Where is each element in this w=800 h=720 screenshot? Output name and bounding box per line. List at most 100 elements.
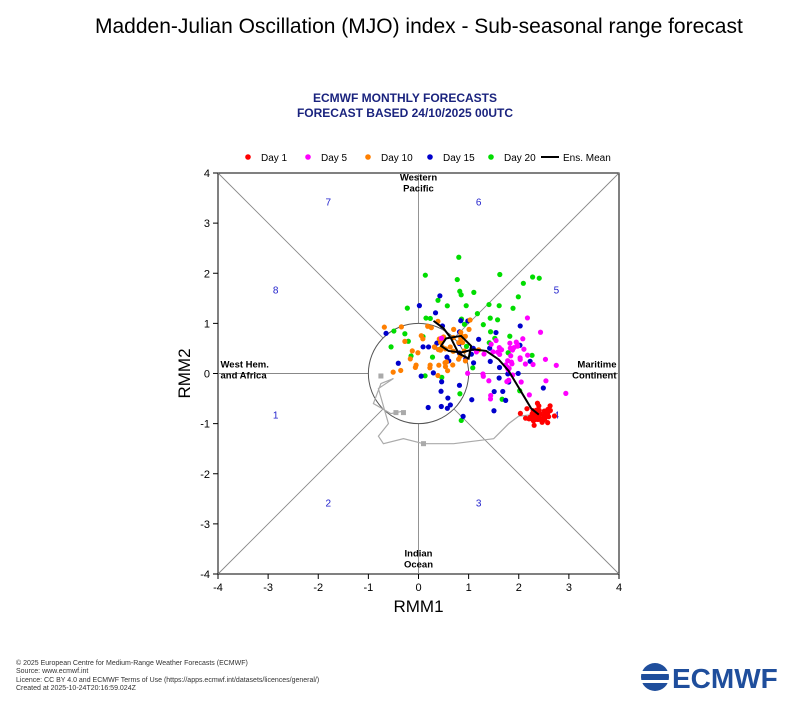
x-tick-label: 0 [415, 582, 421, 594]
data-point-day15 [496, 375, 502, 381]
data-point-day15 [438, 403, 444, 410]
data-point-day15 [503, 397, 509, 403]
data-point-day5 [490, 349, 496, 355]
data-point-day5 [486, 378, 492, 384]
data-point-day20 [494, 317, 501, 323]
region-label: West Hem. [221, 359, 269, 370]
x-tick-label: 4 [616, 582, 622, 594]
data-point-day10 [450, 362, 456, 368]
data-point-day15 [515, 370, 521, 377]
data-point-day20 [457, 288, 463, 294]
data-point-day20 [480, 322, 486, 328]
mjo-phase-diagram: ECMWF MONTHLY FORECASTS FORECAST BASED 2… [175, 91, 622, 616]
data-point-day10 [443, 359, 450, 365]
phase-label: 8 [273, 285, 279, 296]
data-point-day5 [525, 352, 531, 358]
data-point-day15 [383, 330, 389, 336]
logo-text: ECMWF [672, 663, 778, 693]
footer-created: Created at 2025-10-24T20:16:59.024Z [16, 685, 136, 693]
data-point-day5 [530, 361, 536, 368]
data-point-day20 [456, 254, 462, 260]
data-point-day10 [390, 369, 396, 375]
data-point-day15 [540, 385, 546, 391]
data-point-day15 [395, 360, 401, 366]
data-point-day5 [521, 346, 527, 352]
data-point-day20 [496, 303, 502, 309]
legend-swatch-day5 [305, 154, 311, 160]
data-point-day15 [469, 397, 475, 403]
data-point-day10 [431, 344, 438, 350]
y-axis-label: RMM2 [175, 348, 194, 398]
data-point-day20 [474, 311, 480, 317]
data-point-day10 [444, 368, 451, 374]
data-point-day15 [493, 329, 499, 336]
phase-label: 3 [476, 498, 482, 509]
data-point-day20 [402, 331, 408, 337]
footer-licence: Licence: CC BY 4.0 and ECMWF Terms of Us… [16, 676, 320, 684]
data-point-day10 [436, 362, 442, 368]
data-point-day15 [491, 388, 497, 395]
diagonal-line [453, 172, 620, 339]
data-point-day20 [529, 352, 535, 358]
data-point-day5 [537, 329, 544, 335]
data-point-day1 [536, 403, 542, 409]
data-point-day15 [418, 373, 424, 379]
data-point-day1 [547, 403, 553, 409]
ensemble-mean [432, 320, 540, 416]
data-point-day20 [439, 374, 445, 380]
logo-mark-icon [641, 663, 669, 691]
phase-guides [217, 172, 620, 575]
region-label: Maritime [577, 359, 616, 370]
diagonal-line [217, 408, 384, 575]
data-point-day15 [458, 318, 464, 324]
legend-swatch-day10 [365, 154, 371, 160]
data-point-day5 [508, 353, 514, 359]
data-point-day1 [535, 407, 541, 413]
data-point-day1 [540, 418, 546, 424]
data-point-day1 [551, 413, 558, 419]
data-point-day20 [471, 289, 477, 295]
data-point-day5 [481, 351, 487, 357]
ensemble-points [381, 254, 569, 428]
data-point-day10 [467, 317, 473, 323]
data-point-day20 [497, 271, 503, 278]
x-tick-label: 2 [516, 582, 522, 594]
region-label: Pacific [403, 184, 434, 195]
chart-title-line2: FORECAST BASED 24/10/2025 00UTC [297, 106, 513, 120]
chart-title-line1: ECMWF MONTHLY FORECASTS [313, 91, 497, 105]
data-point-day15 [438, 388, 444, 394]
phase-labels: 12345678WesternPacificIndianOceanWest He… [221, 173, 618, 571]
x-tick-label: 1 [466, 582, 472, 594]
data-point-day10 [398, 367, 404, 374]
data-point-day20 [510, 305, 516, 311]
observed-line [372, 377, 534, 445]
y-tick-label: 0 [204, 369, 210, 381]
data-point-day5 [542, 356, 549, 362]
data-point-day15 [425, 344, 432, 350]
phase-label: 1 [273, 411, 279, 422]
data-point-day10 [427, 362, 433, 368]
legend-swatch-day1 [245, 154, 251, 160]
data-point-day10 [402, 338, 408, 344]
observed-marker [421, 441, 427, 447]
data-point-day15 [416, 303, 422, 309]
data-point-day10 [415, 350, 421, 356]
data-point-day10 [381, 324, 387, 330]
page-title: Madden-Julian Oscillation (MJO) index - … [95, 15, 743, 38]
data-point-day10 [420, 336, 426, 342]
data-point-day20 [388, 344, 394, 350]
data-point-day10 [456, 339, 462, 346]
region-label: Indian [405, 548, 433, 559]
data-point-day15 [447, 402, 453, 408]
data-point-day10 [447, 344, 453, 350]
data-point-day5 [494, 349, 501, 355]
phase-label: 5 [554, 285, 560, 296]
region-label: and Africa [221, 370, 268, 381]
y-tick-label: -4 [200, 569, 210, 581]
data-point-day20 [391, 328, 397, 334]
data-point-day1 [535, 416, 541, 423]
data-point-day15 [460, 413, 466, 419]
data-point-day5 [526, 392, 532, 398]
observed-marker [393, 410, 399, 416]
data-point-day1 [545, 410, 551, 416]
